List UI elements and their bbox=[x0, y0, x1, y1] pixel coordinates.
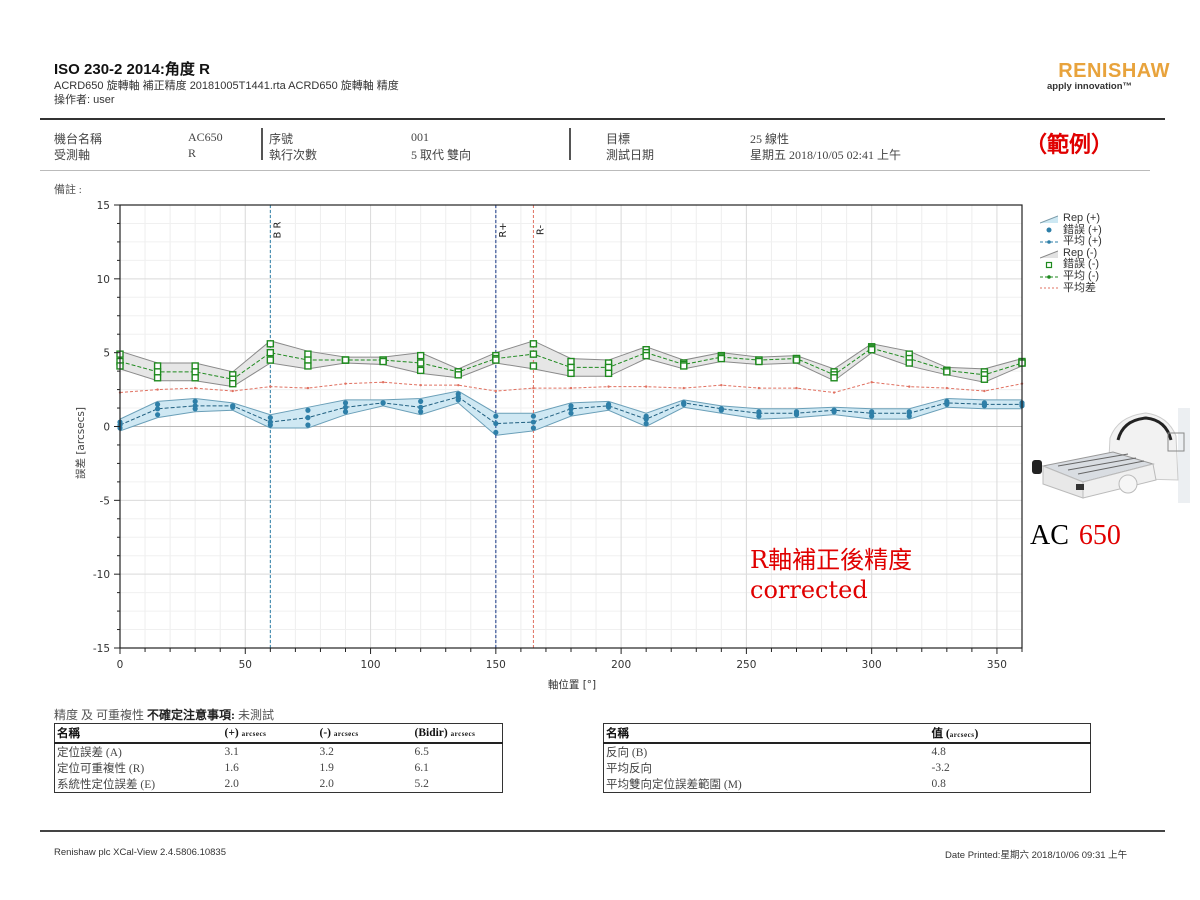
info-col-6: 25 線性 星期五 2018/10/05 02:41 上午 bbox=[750, 130, 901, 163]
info-divider bbox=[40, 170, 1150, 171]
legend-item-mean-diff: 平均差 bbox=[1040, 282, 1102, 295]
operator-label: 操作者: user bbox=[54, 94, 115, 106]
square-green-icon bbox=[1040, 260, 1058, 270]
svg-text:-10: -10 bbox=[93, 569, 110, 581]
header-divider bbox=[40, 118, 1165, 120]
table-row: 系統性定位誤差 (E) 2.0 2.0 5.2 bbox=[57, 778, 429, 791]
info-col-5: 目標 測試日期 bbox=[606, 130, 654, 163]
machine-model-label: AC 650 bbox=[1030, 520, 1121, 551]
corrected-cn-text: R軸補正後精度 bbox=[750, 546, 913, 574]
runs-value: 5 取代 雙向 bbox=[411, 148, 472, 162]
error-chart: B R R+ R- 0 50 100 150 200 250 300 350 -15 -10 -5 0 5 1… bbox=[74, 200, 1026, 691]
legend-item-rep-plus: Rep (+) bbox=[1039, 212, 1102, 225]
axis-label: 受測軸 bbox=[54, 148, 91, 162]
col-bidir: (Bidir) arcsecs bbox=[412, 723, 503, 744]
svg-text:0: 0 bbox=[117, 659, 124, 671]
info-col-1: 機台名稱 受測軸 bbox=[54, 130, 102, 163]
band-gray-icon bbox=[1039, 249, 1059, 259]
runs-label: 執行次數 bbox=[269, 148, 318, 162]
svg-text:350: 350 bbox=[987, 659, 1007, 671]
chart-axes: 0 50 100 150 200 250 300 350 -15 -10 -5 0 5 10 15 bbox=[93, 200, 1023, 671]
report-title: ISO 230-2 2014:角度 R bbox=[54, 61, 210, 78]
svg-text:15: 15 bbox=[97, 200, 110, 212]
svg-text:200: 200 bbox=[611, 659, 631, 671]
serial-label: 序號 bbox=[269, 132, 294, 146]
target-label: 目標 bbox=[606, 132, 631, 146]
machine-name-value: AC650 bbox=[188, 130, 223, 144]
target-value: 25 線性 bbox=[750, 132, 790, 146]
serial-value: 001 bbox=[411, 130, 429, 144]
info-col-4: 001 5 取代 雙向 bbox=[411, 130, 471, 163]
x-axis-label: 軸位置 [°] bbox=[548, 678, 596, 691]
line-blue-icon bbox=[1040, 237, 1058, 247]
info-separator bbox=[261, 128, 263, 160]
legend-item-rep-minus: Rep (-) bbox=[1039, 247, 1102, 260]
legend-item-error-plus: 錯誤 (+) bbox=[1040, 224, 1102, 237]
reversal-table: 名稱 值 (arcsecs) 反向 (B) 4.8 平均反向 -3.2 平均雙向定位… bbox=[603, 723, 1091, 793]
legend-item-mean-minus: 平均 (-) bbox=[1040, 270, 1102, 283]
chart-legend: Rep (+) 錯誤 (+) 平均 (+) Rep (-) 錯誤 (-) 平均 … bbox=[1039, 212, 1102, 295]
machine-name-label: 機台名稱 bbox=[54, 132, 103, 146]
date-printed: Date Printed:星期六 2018/10/06 09:31 上午 bbox=[945, 850, 1128, 861]
report-subtitle: ACRD650 旋轉軸 補正精度 20181005T1441.rta ACRD6… bbox=[54, 80, 399, 92]
svg-text:-5: -5 bbox=[100, 495, 110, 507]
info-col-2: AC650 R bbox=[188, 130, 223, 161]
svg-text:100: 100 bbox=[361, 659, 381, 671]
example-annotation: （範例） bbox=[1025, 132, 1114, 158]
corrected-annotation: R軸補正後精度 corrected bbox=[750, 545, 912, 605]
axis-value: R bbox=[188, 146, 197, 160]
info-separator bbox=[569, 128, 571, 160]
col-plus: (+) arcsecs bbox=[222, 723, 318, 744]
svg-text:250: 250 bbox=[736, 659, 756, 671]
table-row: 反向 (B) 4.8 bbox=[606, 746, 946, 759]
chart-grid bbox=[119, 204, 1023, 649]
logo-brand: RENISHAW bbox=[1058, 60, 1170, 82]
svg-text:-15: -15 bbox=[93, 643, 110, 655]
col-value: 值 (arcsecs) bbox=[929, 723, 1091, 744]
col-name: 名稱 bbox=[54, 723, 223, 744]
svg-text:R+: R+ bbox=[498, 222, 509, 237]
corrected-en-text: corrected bbox=[750, 576, 868, 604]
svg-text:5: 5 bbox=[103, 348, 110, 360]
table1-caption: 精度 及 可重複性 不確定注意事項: 未測試 bbox=[54, 708, 275, 722]
footer-divider bbox=[40, 830, 1165, 832]
band-blue-icon bbox=[1039, 214, 1059, 224]
svg-text:150: 150 bbox=[486, 659, 506, 671]
svg-text:0: 0 bbox=[103, 422, 110, 434]
svg-text:B R: B R bbox=[272, 221, 283, 238]
table-header-row: 名稱 值 (arcsecs) bbox=[603, 723, 1091, 744]
line-green-icon bbox=[1040, 272, 1058, 282]
table-row: 平均雙向定位誤差範圍 (M) 0.8 bbox=[606, 778, 946, 791]
info-col-3: 序號 執行次數 bbox=[269, 130, 317, 163]
rotary-table-image bbox=[1028, 408, 1190, 503]
logo-tagline: apply innovation™ bbox=[1047, 81, 1132, 92]
legend-item-mean-plus: 平均 (+) bbox=[1040, 236, 1102, 248]
y-axis-label: 誤差 [arcsecs] bbox=[74, 407, 87, 479]
table-row: 平均反向 -3.2 bbox=[606, 762, 950, 775]
col-minus: (-) arcsecs bbox=[317, 723, 413, 744]
svg-text:R-: R- bbox=[535, 225, 546, 236]
software-version: Renishaw plc XCal-View 2.4.5806.10835 bbox=[54, 847, 226, 858]
renishaw-logo: RENISHAW apply innovation™ bbox=[985, 60, 1170, 92]
svg-text:10: 10 bbox=[97, 274, 110, 286]
table-row: 定位可重複性 (R) 1.6 1.9 6.1 bbox=[57, 762, 429, 775]
remarks-label: 備註 : bbox=[54, 184, 82, 196]
dot-blue-icon bbox=[1040, 225, 1058, 235]
test-date-value: 星期五 2018/10/05 02:41 上午 bbox=[750, 148, 902, 162]
date-label: 測試日期 bbox=[606, 148, 655, 162]
col-name: 名稱 bbox=[603, 723, 930, 744]
accuracy-table: 名稱 (+) arcsecs (-) arcsecs (Bidir) arcse… bbox=[54, 723, 503, 793]
line-red-icon bbox=[1040, 283, 1058, 293]
table-header-row: 名稱 (+) arcsecs (-) arcsecs (Bidir) arcse… bbox=[54, 723, 503, 744]
svg-text:300: 300 bbox=[862, 659, 882, 671]
table-row: 定位誤差 (A) 3.1 3.2 6.5 bbox=[57, 746, 429, 759]
svg-text:50: 50 bbox=[239, 659, 252, 671]
legend-item-error-minus: 錯誤 (-) bbox=[1040, 259, 1102, 271]
